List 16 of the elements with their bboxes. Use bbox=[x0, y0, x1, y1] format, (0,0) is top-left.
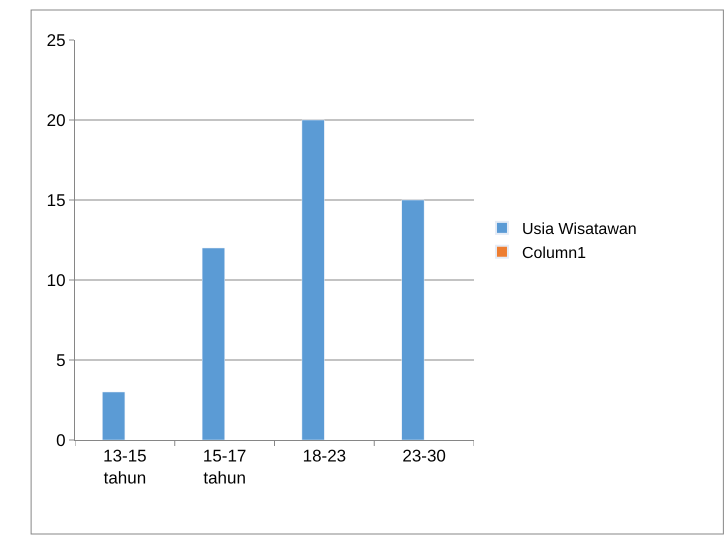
bar bbox=[401, 200, 424, 440]
bar bbox=[102, 392, 126, 440]
bar bbox=[302, 120, 325, 440]
x-tick-label: 23-30 bbox=[402, 446, 446, 466]
y-tick-label: 20 bbox=[46, 110, 66, 130]
y-tick-label: 0 bbox=[56, 430, 66, 450]
x-tick-label: 18-23 bbox=[302, 446, 346, 466]
bar bbox=[202, 248, 225, 440]
y-tick-label: 10 bbox=[46, 270, 66, 290]
legend-label: Usia Wisatawan bbox=[522, 221, 637, 238]
y-tick-label: 15 bbox=[46, 190, 66, 210]
y-tick-label: 25 bbox=[46, 30, 66, 50]
x-tick-label: 15-17 tahun bbox=[202, 446, 246, 488]
x-tick-label: 13-15 tahun bbox=[103, 446, 147, 488]
legend-label: Column1 bbox=[522, 244, 586, 262]
y-tick-label: 5 bbox=[56, 350, 66, 370]
